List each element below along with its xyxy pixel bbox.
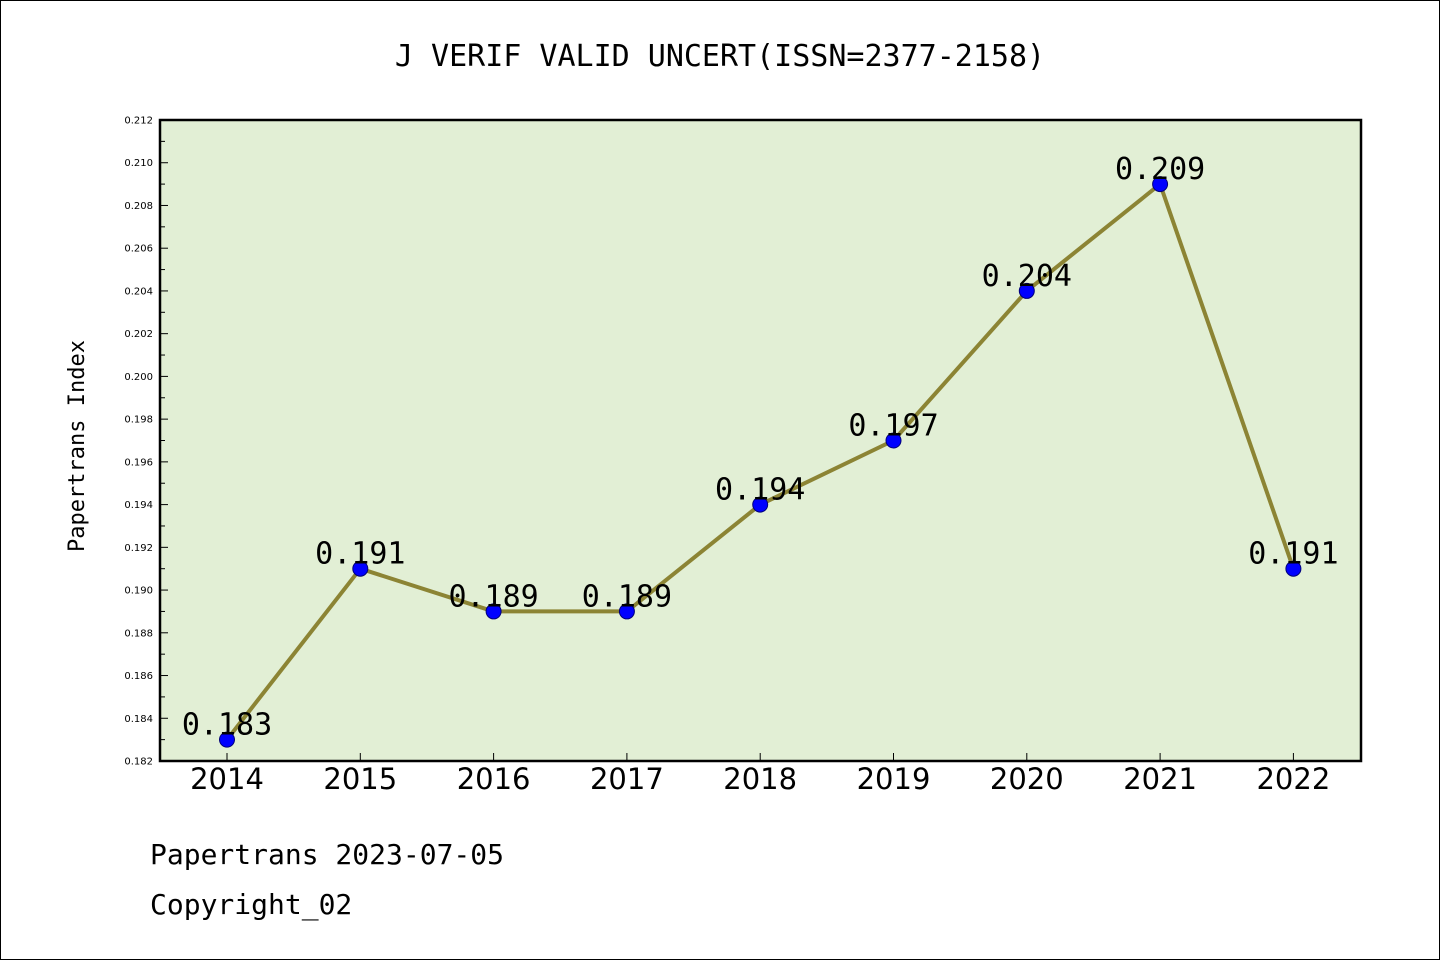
data-point: [485, 603, 502, 620]
y-tick-label: 0.184: [124, 714, 153, 725]
y-tick-label: 0.192: [124, 543, 153, 554]
x-tick-label: 2019: [857, 762, 931, 796]
data-label: 0.189: [448, 579, 538, 614]
y-axis: 0.182 0.184 0.186 0.188 0.190 0.192 0.194 0.196…: [124, 116, 168, 768]
y-tick-label: 0.210: [124, 158, 153, 169]
data-point: [219, 731, 235, 748]
chart-title: J VERIF VALID UNCERT(ISSN=2377-2158): [395, 39, 1045, 74]
x-tick-label: 2021: [1123, 762, 1197, 796]
y-tick-label: 0.182: [124, 757, 153, 768]
x-tick-label: 2015: [323, 762, 397, 796]
data-point: [1152, 176, 1169, 193]
y-tick-label: 0.198: [124, 415, 153, 426]
y-axis-label: Papertrans Index: [65, 340, 90, 552]
x-tick-label: 2017: [590, 762, 664, 796]
y-tick-label: 0.188: [124, 628, 153, 639]
data-label: 0.191: [1248, 537, 1338, 572]
data-point: [885, 432, 902, 449]
data-label: 0.197: [848, 409, 938, 444]
series-markers: [219, 176, 1302, 748]
y-tick-label: 0.186: [124, 671, 153, 682]
y-tick-label: 0.208: [124, 201, 153, 212]
data-point: [1018, 282, 1035, 299]
y-tick-label: 0.196: [124, 457, 153, 468]
x-tick-label: 2022: [1256, 762, 1330, 796]
y-tick-label: 0.190: [124, 586, 153, 597]
data-label: 0.183: [182, 708, 272, 743]
y-tick-label: 0.202: [124, 329, 153, 340]
data-label: 0.204: [982, 259, 1072, 294]
plot-area: [158, 118, 1363, 763]
x-tick-label: 2014: [190, 762, 264, 796]
x-tick-label: 2018: [723, 762, 797, 796]
data-point: [352, 560, 369, 577]
data-label: 0.209: [1115, 152, 1205, 187]
data-label: 0.191: [315, 537, 405, 572]
y-tick-label: 0.212: [124, 116, 153, 127]
footer-copyright: Copyright_02: [150, 888, 352, 922]
x-axis: 2014 2015 2016 2017 2018 2019 2020 2021 2022: [190, 753, 1330, 796]
x-tick-label: 2016: [457, 762, 531, 796]
data-label: 0.194: [715, 473, 805, 508]
y-tick-label: 0.204: [124, 286, 153, 297]
y-tick-label: 0.206: [124, 244, 153, 255]
y-tick-label: 0.194: [124, 500, 153, 511]
y-tick-label: 0.200: [124, 372, 153, 383]
footer-date: Papertrans 2023-07-05: [150, 838, 504, 871]
data-point: [618, 603, 635, 620]
data-point: [752, 496, 769, 513]
data-labels: 0.183 0.191 0.189 0.189 0.194 0.197 0.204 0.209…: [182, 152, 1339, 743]
data-label: 0.189: [582, 579, 672, 614]
data-point: [1285, 560, 1302, 577]
x-tick-label: 2020: [990, 762, 1064, 796]
